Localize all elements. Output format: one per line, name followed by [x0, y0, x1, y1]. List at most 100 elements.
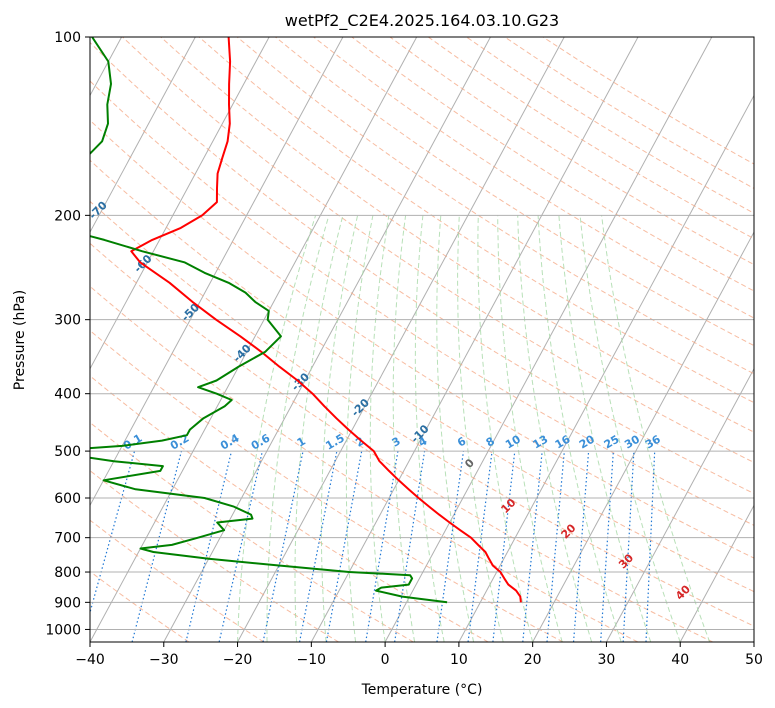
y-tick-label: 800: [54, 565, 81, 581]
mixing-ratio-label: 13: [531, 433, 551, 452]
mixing-ratio-line: [90, 450, 136, 615]
moist-adiabat: [294, 215, 344, 642]
moist-adiabat: [601, 215, 711, 642]
isotherm-line: [90, 37, 344, 507]
mixing-ratio-line: [131, 450, 183, 642]
mixing-ratio-label: 36: [643, 432, 663, 451]
mixing-ratio-label: 25: [602, 433, 622, 452]
moist-adiabat: [266, 215, 330, 642]
y-tick-label: 600: [54, 491, 81, 507]
x-tick-label: 20: [524, 652, 542, 668]
y-tick-label: 400: [54, 387, 81, 403]
dry-adiabat: [160, 37, 754, 433]
mixing-ratio-label: 1.5: [323, 432, 346, 453]
moist-adiabat: [369, 215, 390, 642]
isotherm-line: [90, 37, 418, 642]
red-line-label: 20: [559, 521, 579, 541]
dry-adiabat: [90, 159, 754, 593]
moist-adiabat: [537, 215, 622, 642]
dry-adiabat: [198, 37, 754, 404]
mixing-ratio-line: [492, 451, 516, 642]
isotherm-line: [90, 37, 196, 234]
y-axis-label: Pressure (hPa): [12, 290, 28, 390]
red-line-label: 10: [498, 496, 518, 516]
isotherm-label: -90: [0, 94, 19, 117]
dry-adiabat: [351, 37, 754, 292]
mixing-ratio-label: 10: [503, 432, 523, 451]
isotherm-line: [237, 37, 565, 642]
x-tick-label: 40: [671, 652, 689, 668]
x-axis-label: Temperature (°C): [361, 682, 483, 698]
mixing-ratio-line: [218, 450, 263, 642]
red-line-label: 40: [673, 582, 693, 602]
y-tick-label: 900: [54, 595, 81, 611]
chart-title: wetPf2_C2E4.2025.164.03.10.G23: [285, 11, 559, 31]
mixing-ratio-line: [622, 451, 635, 642]
y-tick-label: 100: [54, 30, 81, 46]
zero-line-label: 0: [462, 456, 477, 471]
dry-adiabat: [90, 242, 713, 642]
moist-adiabat: [517, 215, 593, 642]
y-tick-label: 500: [54, 444, 81, 460]
moist-adiabat: [392, 215, 416, 642]
isotherm-line: [163, 37, 491, 642]
dry-adiabat: [275, 37, 754, 347]
dry-adiabat: [122, 37, 754, 464]
dewpoint-line: [90, 37, 448, 604]
isotherm-line: [90, 37, 270, 370]
profiles: [90, 37, 522, 604]
moist-adiabat: [497, 215, 563, 642]
background-lines: [90, 37, 754, 642]
isotherm-line: [458, 94, 754, 642]
moist-adiabat: [477, 215, 534, 642]
mixing-ratio-label: 0.4: [218, 431, 242, 452]
y-tick-label: 700: [54, 531, 81, 547]
mixing-ratio-line: [298, 450, 338, 642]
moist-adiabat: [237, 215, 317, 642]
y-tick-label: 300: [54, 313, 81, 329]
dry-adiabat: [90, 119, 754, 559]
dry-adiabat: [90, 470, 339, 642]
dry-adiabat: [90, 519, 265, 642]
isotherm-line: [753, 640, 754, 642]
mixing-ratio-line: [325, 450, 363, 642]
dry-adiabat: [90, 41, 754, 495]
moist-adiabat: [457, 215, 504, 642]
moist-adiabat: [436, 215, 475, 642]
isotherm-line: [679, 504, 754, 642]
mixing-ratio-label: 3: [390, 435, 403, 450]
mixing-ratio-line: [365, 451, 399, 642]
isotherm-line: [606, 367, 754, 642]
moist-adiabat: [579, 215, 681, 642]
x-tick-label: 10: [450, 652, 468, 668]
dry-adiabat: [90, 285, 639, 642]
y-tick-label: 1000: [45, 622, 81, 638]
mixing-ratio-label: 8: [484, 435, 497, 450]
x-tick-label: −20: [223, 652, 253, 668]
isotherm-label: -80: [40, 148, 63, 171]
isotherm-line: [384, 37, 713, 642]
dry-adiabat: [313, 37, 754, 319]
temperature-line: [130, 37, 522, 603]
dry-adiabat: [90, 421, 414, 642]
moist-adiabat: [320, 215, 359, 642]
red-line-label: 30: [616, 551, 636, 571]
mixing-ratio-label: 30: [622, 432, 642, 451]
dry-adiabat: [90, 80, 754, 526]
dry-adiabat: [90, 200, 754, 627]
y-tick-label: 200: [54, 208, 81, 224]
x-tick-label: 30: [598, 652, 616, 668]
moist-adiabat: [414, 215, 445, 642]
mixing-ratio-label: 20: [577, 432, 597, 451]
dry-adiabat: [428, 37, 754, 240]
plot-frame: [89, 36, 755, 643]
x-tick-label: −30: [149, 652, 179, 668]
mixing-ratio-line: [262, 450, 304, 642]
x-tick-label: 0: [381, 652, 390, 668]
x-tick-label: −10: [297, 652, 327, 668]
dry-adiabat: [90, 570, 190, 642]
mixing-ratio-label: 0.6: [249, 431, 273, 452]
x-tick-label: 50: [745, 652, 763, 668]
